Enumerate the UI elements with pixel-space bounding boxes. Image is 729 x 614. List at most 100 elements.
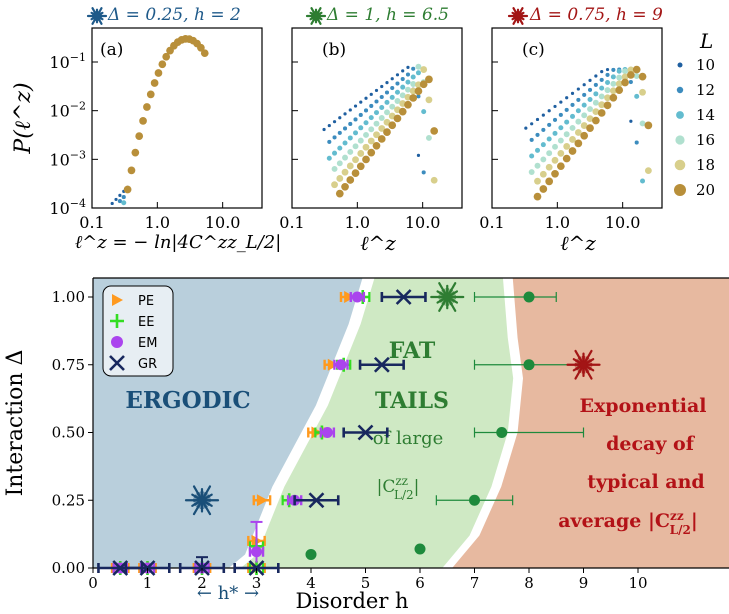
distribution-point (135, 132, 144, 140)
distribution-point (621, 73, 629, 81)
gr-marker (395, 289, 412, 305)
distribution-point (200, 49, 209, 58)
panel-c: (c) (491, 27, 663, 209)
distribution-point (592, 99, 599, 106)
distribution-point (337, 130, 342, 135)
distribution-point (404, 100, 412, 109)
distribution-point (332, 135, 337, 140)
distribution-point (415, 63, 422, 70)
green-star-icon (305, 7, 327, 25)
x-tick-label: 1.0 (145, 213, 170, 232)
panel-a-title: Δ = 0.25, h = 2 (86, 5, 241, 25)
distribution-point (552, 130, 558, 136)
distribution-point (610, 80, 617, 87)
fat-tail-boundary-point (469, 494, 480, 506)
red-star-icon (507, 7, 529, 25)
distribution-point (415, 70, 421, 76)
distribution-point (430, 176, 438, 184)
distribution-point (546, 136, 552, 142)
panel-b: (b) (291, 27, 463, 209)
distribution-point (338, 116, 342, 120)
fat-tail-boundary-point (523, 359, 535, 371)
distribution-point (565, 96, 569, 100)
distribution-point (414, 87, 423, 95)
distribution-point (410, 81, 417, 87)
exp-label-1: Exponential (579, 395, 706, 417)
panel-b-label: (b) (322, 40, 346, 60)
distribution-point (615, 86, 624, 94)
distribution-point (529, 153, 535, 159)
distribution-point (369, 103, 374, 109)
distribution-point (629, 119, 633, 123)
phase-ylabel: Interaction Δ (3, 350, 28, 497)
distribution-point (419, 80, 428, 89)
x-tick-label: 10.0 (605, 213, 641, 232)
distribution-point (123, 185, 132, 194)
distribution-point (604, 87, 611, 94)
x-tick-label: 6 (415, 574, 425, 592)
distribution-point (580, 122, 588, 129)
distribution-point (528, 169, 535, 176)
distribution-point (335, 189, 344, 198)
distribution-point (127, 166, 136, 175)
distribution-point (406, 65, 410, 70)
panel-a-title-text: Δ = 0.25, h = 2 (107, 5, 241, 25)
distribution-point (342, 126, 348, 131)
distribution-point (363, 108, 369, 113)
distribution-point (421, 109, 427, 115)
distribution-point (576, 97, 581, 102)
phase-xlabel: Disorder h (295, 589, 408, 613)
x-tick-label: 10.0 (205, 213, 241, 232)
distribution-point (421, 170, 426, 175)
panel-a-xlabel: ℓ^z = − ln|4C^zz_L/2| (75, 232, 282, 253)
distribution-point (622, 68, 628, 75)
legend-entry: EE (138, 315, 154, 330)
distribution-point (374, 88, 379, 93)
x-tick-label: 9 (579, 574, 589, 592)
distribution-point (557, 137, 564, 144)
y-tick-label: 0.00 (52, 559, 85, 577)
distribution-point (394, 98, 401, 104)
red-star-icon (507, 7, 529, 25)
distribution-point (405, 79, 411, 85)
distribution-point (599, 85, 605, 91)
distribution-point (621, 78, 629, 87)
distribution-point (552, 117, 558, 122)
panel-b-title-text: Δ = 1, h = 6.5 (326, 5, 449, 25)
distribution-point (530, 122, 534, 126)
distribution-point (562, 154, 571, 163)
legend-marker (676, 86, 684, 94)
x-tick-label: 5 (361, 574, 371, 592)
distribution-point (395, 81, 400, 86)
blue-star-icon (86, 7, 108, 25)
fat-tail-boundary-point (305, 548, 317, 560)
x-tick-label: 7 (470, 574, 480, 592)
distribution-point (558, 112, 563, 117)
distribution-point (389, 103, 396, 110)
distribution-point (357, 150, 365, 157)
distribution-point (373, 120, 380, 127)
legend-label: 20 (696, 181, 715, 199)
x-tick-label: 4 (306, 574, 316, 592)
x-tick-label: 0.1 (479, 213, 504, 232)
distribution-point (552, 143, 558, 150)
distribution-point (336, 175, 344, 182)
distribution-point (425, 134, 432, 141)
distribution-point (535, 132, 540, 137)
distribution-point (378, 125, 386, 132)
distribution-point (545, 177, 554, 186)
legend-marker (677, 62, 683, 68)
em-marker (321, 427, 333, 438)
distribution-point (146, 90, 155, 99)
distribution-point (638, 72, 647, 81)
legend-label: 14 (696, 106, 715, 124)
panel-a: (a) (91, 27, 263, 209)
distribution-point (331, 165, 338, 172)
distribution-point (640, 178, 646, 184)
distribution-point (597, 109, 606, 117)
distribution-point (563, 131, 570, 138)
distribution-point (352, 156, 359, 164)
y-tick-label: 1.00 (52, 288, 85, 306)
distribution-point (388, 121, 397, 130)
distribution-point (551, 169, 559, 178)
